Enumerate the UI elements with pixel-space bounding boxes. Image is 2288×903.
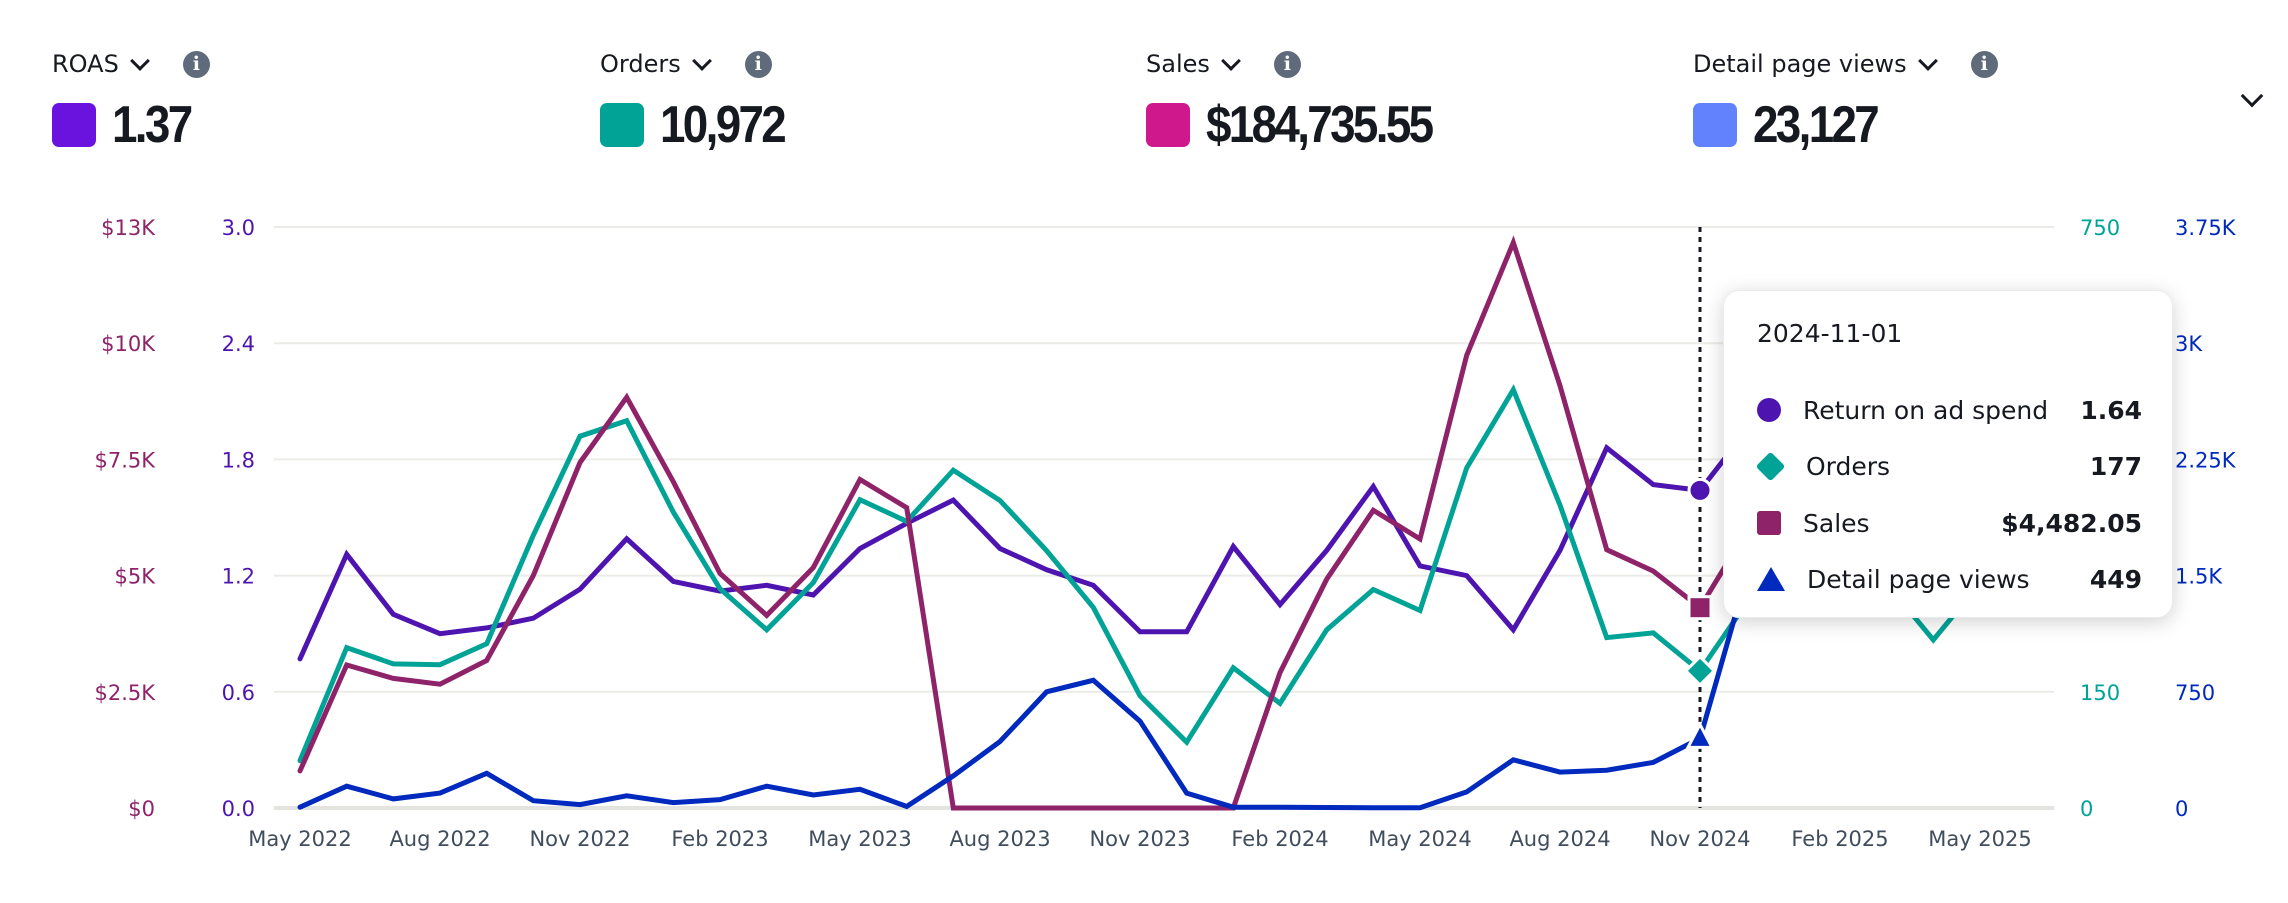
tooltip-date: 2024-11-01 [1757,319,1903,348]
metric-value: 1.37 [112,96,193,154]
tooltip-row-detail-page-views: Detail page views 449 [1757,559,2142,599]
y-tick-label-right-outer: 0 [2175,797,2188,821]
x-tick-label: May 2025 [1928,827,2032,851]
x-tick-label: Nov 2022 [529,827,630,851]
metric-value: 10,972 [660,96,787,154]
tooltip-series-name: Detail page views [1807,564,2030,594]
axis-labels: $0 0.0 0 0 $2.5K 0.6 150 750 $5K 1.2 1.5K $7.5K 1.8 2… [94,216,2236,851]
roas-point-marker [1687,477,1713,503]
y-tick-label-left-outer: $0 [128,797,155,821]
x-tick-label: Feb 2025 [1791,827,1888,851]
detail-page-views-point-marker [1685,721,1715,749]
tooltip-series-value: 449 [2089,564,2142,594]
x-tick-label: Aug 2022 [389,827,490,851]
x-tick-label: Feb 2023 [671,827,768,851]
y-tick-label-left-outer: $5K [115,565,157,589]
tooltip-series-name: Orders [1806,451,1891,481]
info-icon[interactable]: i [182,50,210,78]
color-swatch[interactable] [52,103,96,147]
metric-selector-detail-page-views[interactable]: Detail page views [1693,50,1938,78]
metric-label: Orders [600,50,681,78]
x-tick-label: Feb 2024 [1231,827,1328,851]
metric-detail-page-views: Detail page views i 23,127 [1693,44,1998,154]
x-tick-label: May 2024 [1368,827,1472,851]
tooltip-row-roas: Return on ad spend 1.64 [1757,390,2142,430]
y-tick-label-right-inner: 0 [2080,797,2093,821]
circle-marker-icon [1757,398,1781,422]
color-swatch[interactable] [1693,103,1737,147]
y-tick-label-left-outer: $13K [101,216,156,240]
metric-selector-roas[interactable]: ROAS [52,50,150,78]
x-tick-label: Aug 2024 [1509,827,1610,851]
y-tick-label-left-outer: $2.5K [94,681,156,705]
metric-sales: Sales i $184,735.55 [1146,44,1462,154]
hover-markers [1683,477,1717,749]
tooltip-series-name: Sales [1803,508,1870,538]
metric-orders: Orders i 10,972 [600,44,801,154]
tooltip-row-sales: Sales $4,482.05 [1757,503,2142,543]
triangle-marker-icon [1757,567,1785,591]
tooltip-series-value: 177 [2089,451,2142,481]
tooltip-row-orders: Orders 177 [1755,446,2142,486]
info-icon[interactable]: i [1970,50,1998,78]
y-tick-label-left-outer: $7.5K [94,448,156,472]
metric-label: ROAS [52,50,119,78]
tooltip-series-value: 1.64 [2080,395,2142,425]
y-tick-label-left-inner: 0.0 [222,797,255,821]
y-tick-label-right-inner: 750 [2080,216,2120,240]
y-tick-label-right-outer: 3.75K [2175,216,2237,240]
y-tick-label-left-inner: 1.2 [222,565,255,589]
x-tick-label: Aug 2023 [949,827,1050,851]
y-tick-label-left-outer: $10K [101,332,156,356]
x-tick-label: Nov 2023 [1089,827,1190,851]
color-swatch[interactable] [1146,103,1190,147]
color-swatch[interactable] [600,103,644,147]
metric-value: $184,735.55 [1206,96,1434,154]
tooltip-series-value: $4,482.05 [2001,508,2142,538]
x-tick-label: May 2023 [808,827,912,851]
info-icon[interactable]: i [744,50,772,78]
metric-roas: ROAS i 1.37 [52,44,210,154]
y-tick-label-left-inner: 3.0 [222,216,255,240]
x-tick-label: May 2022 [248,827,352,851]
metric-label: Sales [1146,50,1210,78]
series-line-sales [297,235,1750,811]
x-tick-label: Nov 2024 [1649,827,1750,851]
diamond-marker-icon [1755,451,1786,481]
metric-selector-orders[interactable]: Orders [600,50,712,78]
square-marker-icon [1757,511,1781,535]
series-line-orders [297,384,1750,764]
metric-selector-sales[interactable]: Sales [1146,50,1241,78]
orders-point-marker [1683,654,1717,688]
y-tick-label-right-outer: 2.25K [2175,448,2237,472]
series-line-return-on-ad-spend [297,427,1750,662]
series-line-detail-page-views [297,573,1750,811]
chart-tooltip: 2024-11-01 Return on ad spend 1.64 Order… [1723,290,2173,618]
y-tick-label-right-outer: 1.5K [2175,565,2223,589]
series-lines [297,235,1983,811]
y-tick-label-left-inner: 0.6 [222,681,255,705]
metric-value: 23,127 [1753,96,1880,154]
sales-point-marker [1687,595,1713,621]
metric-label: Detail page views [1693,50,1907,78]
y-tick-label-right-outer: 3K [2175,332,2203,356]
info-icon[interactable]: i [1273,50,1301,78]
y-tick-label-left-inner: 2.4 [222,332,255,356]
y-tick-label-left-inner: 1.8 [222,448,255,472]
y-tick-label-right-outer: 750 [2175,681,2215,705]
y-tick-label-right-inner: 150 [2080,681,2120,705]
tooltip-series-name: Return on ad spend [1803,395,2049,425]
